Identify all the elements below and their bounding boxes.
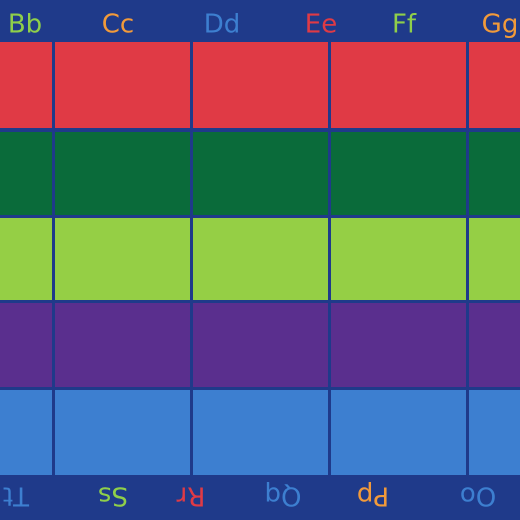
row-blue: [0, 390, 520, 475]
cell: [469, 390, 520, 475]
cell: [331, 218, 466, 300]
letter: Cc: [102, 10, 134, 40]
cell: [469, 303, 520, 387]
row-red: [0, 42, 520, 128]
cell: [193, 42, 328, 128]
cell: [55, 132, 190, 215]
cell: [0, 218, 52, 300]
letter: Bb: [8, 10, 42, 40]
cell: [469, 132, 520, 215]
cell: [55, 303, 190, 387]
row-light-green: [0, 218, 520, 300]
cell: [469, 218, 520, 300]
cell: [331, 132, 466, 215]
letter: Ss: [98, 481, 128, 511]
cell: [55, 218, 190, 300]
cell: [193, 390, 328, 475]
cell: [193, 303, 328, 387]
letter: Ee: [305, 10, 337, 40]
letter: Dd: [204, 10, 241, 40]
letter: Ff: [392, 10, 417, 40]
cell: [0, 42, 52, 128]
row-dark-green: [0, 132, 520, 215]
letter: Tt: [3, 481, 30, 511]
cell: [331, 303, 466, 387]
cell: [0, 390, 52, 475]
cell: [469, 42, 520, 128]
row-purple: [0, 303, 520, 387]
cell: [0, 132, 52, 215]
cell: [55, 390, 190, 475]
letter: Rr: [176, 481, 205, 511]
bottom-letters: Tt Ss Rr Qq Pp Oo: [3, 481, 496, 511]
cell: [193, 218, 328, 300]
letter: Gg: [482, 10, 519, 40]
letter: Pp: [357, 481, 389, 511]
top-letters: Bb Cc Dd Ee Ff Gg: [8, 10, 519, 40]
cell: [0, 303, 52, 387]
letter: Oo: [460, 481, 496, 511]
cell: [331, 390, 466, 475]
cell: [55, 42, 190, 128]
cell: [331, 42, 466, 128]
letter: Qq: [265, 481, 302, 511]
cell: [193, 132, 328, 215]
